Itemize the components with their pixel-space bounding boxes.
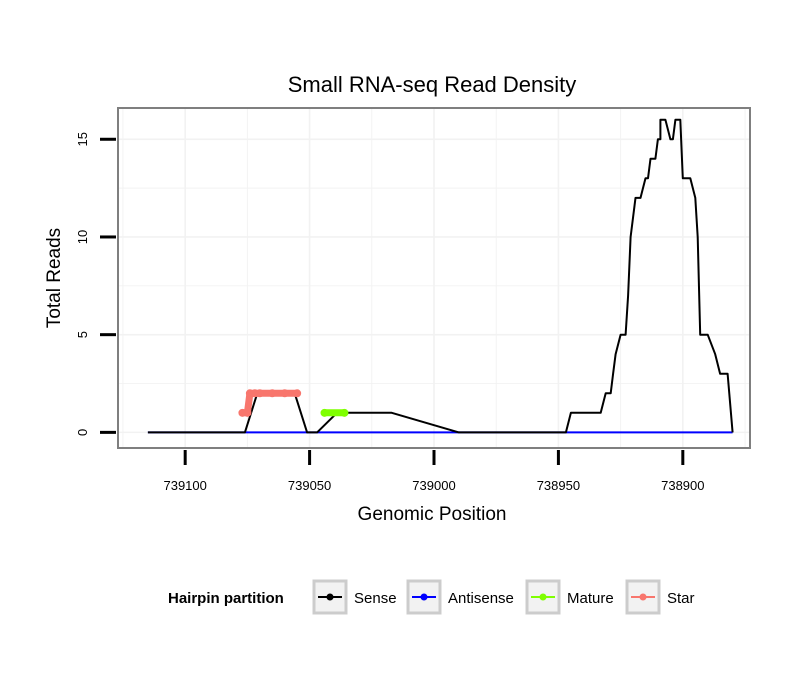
legend-label-sense: Sense <box>354 590 397 607</box>
series-star-point <box>243 408 252 417</box>
series-mature-point <box>340 408 349 417</box>
x-axis-title: Genomic Position <box>358 504 507 525</box>
legend-item-mature: Mature <box>525 579 614 615</box>
legend-label-mature: Mature <box>567 590 614 607</box>
series-star-point <box>255 389 264 398</box>
legend: Hairpin partition Sense Antisense Mature… <box>168 579 695 615</box>
chart-title: Small RNA-seq Read Density <box>288 72 577 97</box>
legend-label-antisense: Antisense <box>448 590 514 607</box>
legend-point-antisense <box>420 593 428 601</box>
series-mature-point <box>320 408 329 417</box>
y-axis: 0 5 10 15 <box>75 132 116 436</box>
series-star-point <box>293 389 302 398</box>
x-tick-label: 739100 <box>163 478 206 493</box>
x-tick-label: 738950 <box>537 478 580 493</box>
series-layer <box>147 118 734 434</box>
x-tick-label: 738900 <box>661 478 704 493</box>
series-star-point <box>280 389 289 398</box>
x-tick-label: 739000 <box>412 478 455 493</box>
plot-border <box>117 107 751 449</box>
y-tick-label: 5 <box>75 331 90 338</box>
legend-point-sense <box>326 593 334 601</box>
legend-item-sense: Sense <box>312 579 397 615</box>
legend-title: Hairpin partition <box>168 590 284 607</box>
legend-item-antisense: Antisense <box>406 579 514 615</box>
legend-point-mature <box>539 593 547 601</box>
y-tick-label: 10 <box>75 230 90 244</box>
y-tick-label: 0 <box>75 429 90 436</box>
y-axis-title: Total Reads <box>44 228 65 328</box>
y-tick-label: 15 <box>75 132 90 146</box>
x-axis: 739100 739050 739000 738950 738900 <box>163 450 705 493</box>
legend-point-star <box>639 593 647 601</box>
x-tick-label: 739050 <box>288 478 331 493</box>
legend-item-star: Star <box>625 579 695 615</box>
series-star-point <box>268 389 277 398</box>
legend-label-star: Star <box>667 590 695 607</box>
plot-area <box>117 107 751 449</box>
